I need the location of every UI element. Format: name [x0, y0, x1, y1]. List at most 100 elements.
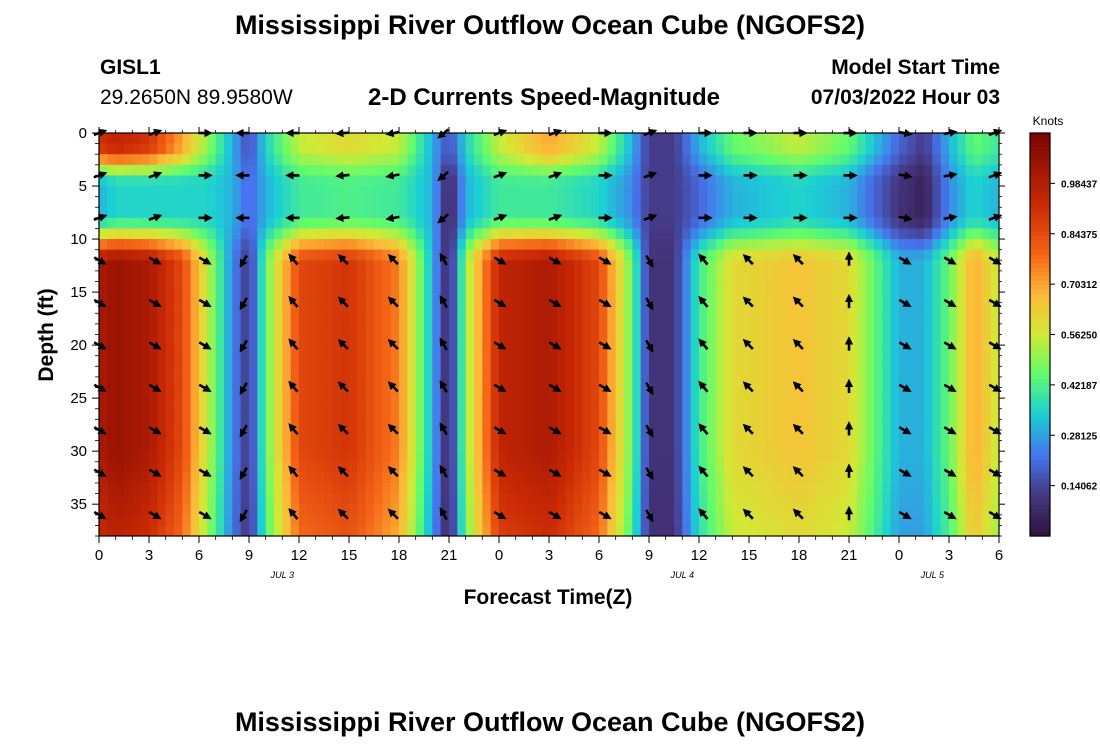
current-arrow	[898, 341, 912, 350]
heat-cell	[249, 387, 258, 399]
heat-cell	[565, 133, 575, 145]
heat-cell	[182, 154, 192, 166]
heat-cell	[374, 133, 383, 145]
heat-cell	[165, 186, 175, 198]
heat-cell	[924, 408, 933, 420]
heat-cell	[807, 461, 817, 473]
heat-cell	[490, 366, 500, 378]
heat-cell	[907, 302, 917, 314]
heat-cell	[940, 472, 950, 484]
heat-cell	[899, 334, 908, 346]
heat-cell	[874, 398, 883, 410]
heat-cell	[165, 154, 175, 166]
heat-cell	[674, 281, 683, 293]
colorbar-cell	[1030, 473, 1050, 479]
heat-cell	[990, 133, 999, 145]
heat-cell	[765, 164, 775, 177]
heat-cell	[524, 355, 533, 367]
heat-cell	[274, 186, 283, 198]
heat-cell	[690, 186, 700, 198]
heat-cell	[465, 143, 475, 155]
heat-cell	[832, 419, 842, 431]
heat-cell	[849, 175, 858, 187]
heat-cell	[932, 133, 942, 145]
heat-cell	[915, 440, 925, 452]
heat-cell	[615, 461, 625, 473]
heat-cell	[774, 292, 783, 304]
heat-cell	[274, 323, 283, 336]
heat-cell	[207, 260, 217, 272]
heat-cell	[349, 260, 358, 272]
heat-cell	[390, 525, 400, 536]
heat-cell	[599, 196, 608, 208]
heat-cell	[499, 292, 508, 304]
heat-cell	[399, 281, 408, 293]
heat-cell	[282, 376, 292, 389]
heat-cell	[232, 345, 242, 357]
heat-cell	[882, 186, 892, 198]
heat-cell	[224, 260, 233, 272]
heat-cell	[649, 292, 658, 304]
heat-cell	[624, 292, 633, 304]
heat-cell	[924, 440, 933, 452]
heat-cell	[215, 345, 225, 357]
heat-cell	[349, 525, 358, 536]
heat-cell	[149, 207, 158, 219]
heat-cell	[824, 154, 833, 166]
heat-cell	[907, 323, 917, 336]
heat-cell	[132, 207, 142, 219]
heat-cell	[115, 143, 125, 155]
heat-cell	[682, 419, 692, 431]
heat-cell	[674, 345, 683, 357]
heat-cell	[340, 387, 350, 399]
heat-cell	[357, 429, 367, 442]
heat-cell	[899, 217, 908, 230]
heat-cell	[665, 376, 675, 389]
heat-cell	[332, 493, 342, 505]
heat-cell	[457, 217, 467, 230]
heat-cell	[932, 366, 942, 378]
heat-cell	[340, 408, 350, 420]
heat-cell	[565, 164, 575, 177]
heat-cell	[307, 239, 317, 251]
heat-cell	[707, 217, 717, 230]
heat-cell	[682, 239, 692, 251]
heat-cell	[957, 196, 967, 208]
heat-cell	[665, 270, 675, 283]
heat-cell	[882, 461, 892, 473]
heat-cell	[857, 525, 867, 536]
heat-cell	[424, 472, 433, 484]
heat-cell	[974, 281, 983, 293]
y-tick-label: 0	[79, 125, 87, 142]
heat-cell	[965, 408, 975, 420]
heat-cell	[207, 207, 217, 219]
heat-cell	[815, 175, 825, 187]
heat-cell	[457, 355, 467, 367]
heat-cell	[449, 408, 458, 420]
heat-cell	[474, 461, 483, 473]
heat-cell	[574, 387, 583, 399]
heat-cell	[290, 239, 300, 251]
heat-cell	[357, 186, 367, 198]
heat-cell	[457, 504, 467, 516]
heat-cell	[549, 175, 558, 187]
heat-cell	[124, 504, 133, 516]
heat-cell	[649, 164, 658, 177]
heat-cell	[299, 493, 308, 505]
heat-cell	[474, 228, 483, 240]
heat-cell	[982, 164, 992, 177]
heat-cell	[115, 355, 125, 367]
heat-cell	[707, 143, 717, 155]
heat-cell	[524, 398, 533, 410]
heat-cell	[232, 504, 242, 516]
date-label: JUL 4	[670, 570, 694, 580]
heat-cell	[99, 186, 108, 198]
heat-cell	[974, 514, 983, 526]
heat-cell	[365, 482, 375, 495]
heat-cell	[515, 228, 525, 240]
heat-cell	[149, 525, 158, 536]
heat-cell	[265, 175, 275, 187]
heat-cell	[982, 260, 992, 272]
heat-cell	[224, 249, 233, 261]
heat-cell	[240, 281, 250, 293]
